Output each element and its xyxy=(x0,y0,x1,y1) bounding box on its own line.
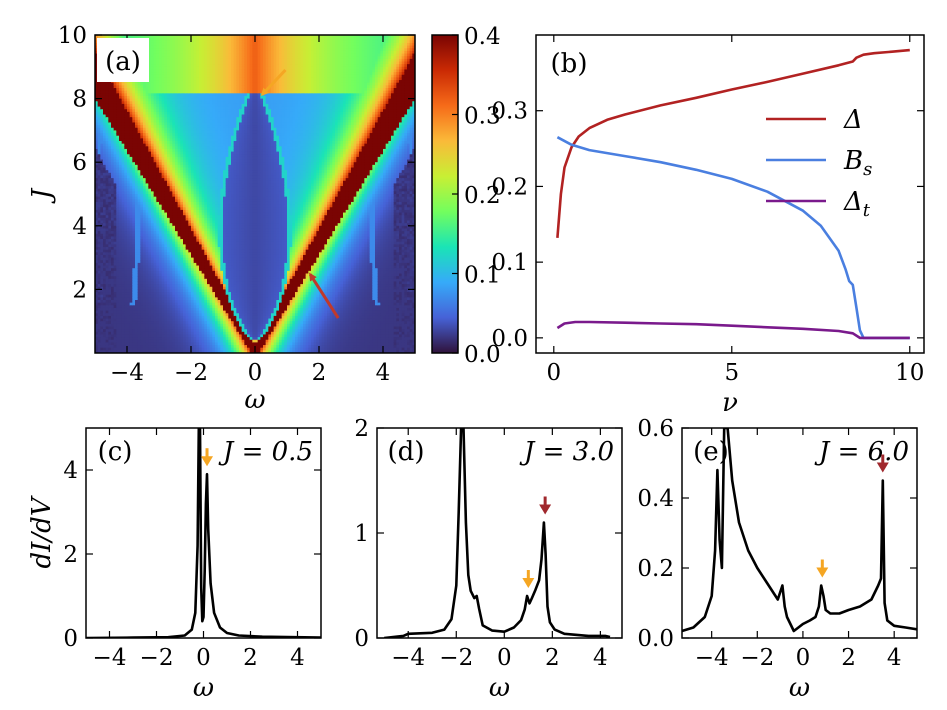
heatmap-cells xyxy=(95,35,416,354)
panel-a: −4 −2 0 2 4246810(a)ωJ xyxy=(27,23,416,415)
